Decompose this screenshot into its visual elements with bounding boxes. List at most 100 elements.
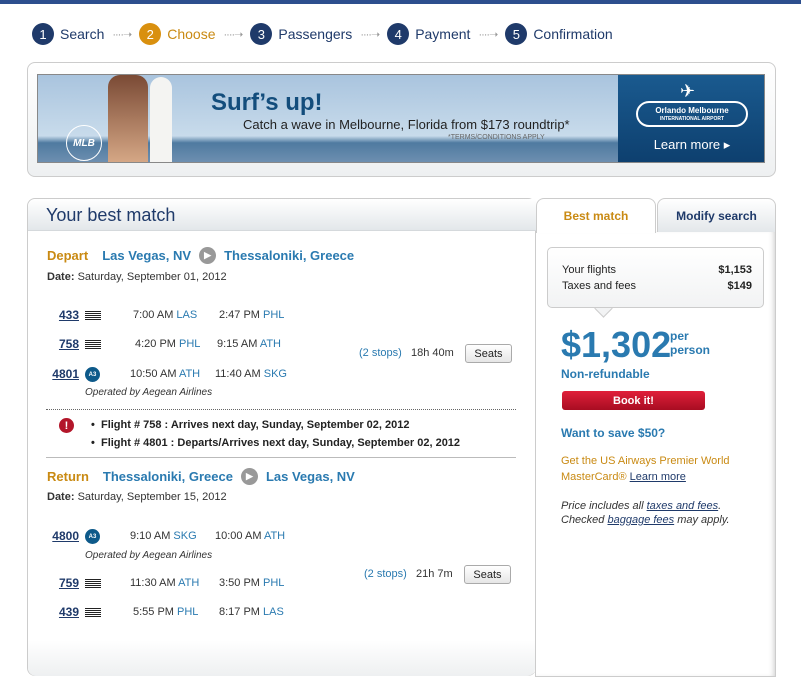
step-confirmation: 5 Confirmation — [505, 23, 613, 45]
value: $149 — [727, 280, 752, 292]
step-label: Payment — [415, 26, 471, 42]
seats-button[interactable]: Seats — [464, 565, 511, 584]
divider — [46, 409, 516, 410]
flight-number-link[interactable]: 439 — [58, 605, 79, 619]
per-text: per — [670, 329, 689, 343]
departure-time: 7:00 AM LAS — [133, 309, 197, 321]
note-text: may apply. — [674, 514, 730, 526]
learn-more-link[interactable]: Learn more ▸ — [653, 137, 731, 152]
airport-logo-panel[interactable]: ✈ Orlando Melbourne INTERNATIONAL AIRPORT… — [618, 75, 764, 162]
credit-card-promo: Get the US Airways Premier World MasterC… — [561, 453, 761, 485]
tab-best-match[interactable]: Best match — [536, 198, 656, 233]
banner-terms: *TERMS/CONDITIONS APPLY — [448, 134, 545, 141]
departure-time: 5:55 PM PHL — [133, 606, 198, 618]
time: 9:15 AM — [217, 338, 258, 350]
dotted-arrow-icon: ····➝ — [223, 28, 244, 41]
arrival-time: 9:15 AM ATH — [217, 338, 281, 350]
date-value: Saturday, September 01, 2012 — [74, 271, 227, 283]
departure-time: 4:20 PM PHL — [135, 338, 200, 350]
origin-city: Thessaloniki, Greece — [102, 469, 233, 484]
dotted-arrow-icon: ····➝ — [112, 28, 132, 41]
seats-button[interactable]: Seats — [465, 344, 512, 363]
trip-duration: 21h 7m — [416, 568, 453, 580]
surfboard-image — [150, 77, 172, 162]
time: 2:47 PM — [219, 309, 260, 321]
operated-by: Operated by Aegean Airlines — [85, 387, 213, 398]
flight-number-link[interactable]: 4800 — [52, 529, 79, 543]
taxes-fees-link[interactable]: taxes and fees — [646, 500, 719, 512]
departure-time: 11:30 AM ATH — [130, 577, 199, 589]
airplane-icon: ✈ — [680, 81, 696, 101]
flight-number-link[interactable]: 433 — [58, 308, 79, 322]
airport-code: ATH — [178, 577, 200, 589]
arrival-time: 2:47 PM PHL — [219, 309, 284, 321]
airport-code: PHL — [263, 309, 285, 321]
warning-text: Flight # 4801 : Departs/Arrives next day… — [100, 437, 461, 449]
alert-icon: ! — [59, 418, 74, 433]
time: 8:17 PM — [219, 606, 260, 618]
step-search: 1 Search — [32, 23, 104, 45]
arrow-right-icon: ▶ — [199, 247, 217, 264]
flights-price-row: Your flights $1,153 — [562, 264, 752, 276]
us-airways-flag-icon — [85, 311, 101, 321]
flight-number-link[interactable]: 758 — [58, 337, 79, 351]
taxes-price-row: Taxes and fees $149 — [562, 280, 752, 292]
date-label: Date: — [47, 491, 75, 503]
step-number: 3 — [250, 23, 273, 45]
label: Taxes and fees — [562, 280, 636, 292]
airport-code: ATH — [259, 338, 281, 350]
price-sidebar — [535, 231, 776, 677]
depart-date: Date: Saturday, September 01, 2012 — [47, 271, 227, 283]
top-bar — [0, 0, 801, 4]
trip-duration: 18h 40m — [411, 347, 454, 359]
flight-number-link[interactable]: 4801 — [52, 367, 79, 381]
destination-city: Thessaloniki, Greece — [224, 248, 355, 263]
stops-link[interactable]: (2 stops) — [364, 568, 407, 580]
time: 10:50 AM — [130, 368, 177, 380]
stops-link[interactable]: (2 stops) — [359, 347, 402, 359]
value: $1,153 — [718, 264, 752, 276]
origin-city: Las Vegas, NV — [102, 248, 192, 263]
per-person: per person — [670, 329, 710, 357]
step-number: 5 — [505, 23, 528, 45]
note-text: . — [718, 500, 722, 512]
airport-code: ATH — [263, 530, 286, 542]
page-title: Your best match — [46, 205, 176, 225]
banner-text: Catch a wave in Melbourne, Florida from … — [243, 117, 570, 132]
time: 9:10 AM — [130, 530, 171, 542]
us-airways-flag-icon — [85, 340, 101, 350]
warning-text: Flight # 758 : Arrives next day, Sunday,… — [100, 419, 410, 431]
step-label: Passengers — [278, 26, 353, 42]
warning-item: • Flight # 758 : Arrives next day, Sunda… — [91, 419, 410, 431]
results-panel — [27, 198, 536, 676]
depart-label: Depart — [47, 248, 89, 263]
date-label: Date: — [47, 271, 75, 283]
step-choose: 2 Choose — [139, 23, 216, 45]
surfer-image — [108, 75, 148, 162]
time: 10:00 AM — [215, 530, 262, 542]
dotted-arrow-icon: ····➝ — [360, 28, 380, 41]
baggage-fees-link[interactable]: baggage fees — [607, 514, 675, 526]
ad-banner[interactable]: MLB Surf’s up! Catch a wave in Melbourne… — [37, 74, 765, 163]
time: 7:00 AM — [133, 309, 174, 321]
flight-number-link[interactable]: 759 — [58, 576, 79, 590]
step-label: Choose — [167, 26, 216, 42]
aegean-a3-icon: A3 — [85, 367, 100, 382]
arrival-time: 11:40 AM SKG — [215, 368, 287, 380]
time: 5:55 PM — [133, 606, 174, 618]
step-passengers: 3 Passengers — [250, 23, 352, 45]
airport-code: LAS — [263, 606, 284, 618]
book-button[interactable]: Book it! — [562, 391, 705, 410]
arrival-time: 8:17 PM LAS — [219, 606, 284, 618]
time: 4:20 PM — [135, 338, 176, 350]
us-airways-flag-icon — [85, 608, 101, 618]
learn-more-link[interactable]: Learn more — [629, 471, 686, 483]
save-offer-heading: Want to save $50? — [561, 426, 666, 440]
note-text: Price includes all — [561, 500, 647, 512]
mlb-logo: MLB — [66, 125, 102, 161]
airport-name: Orlando Melbourne — [655, 106, 729, 115]
tab-modify-search[interactable]: Modify search — [657, 198, 776, 232]
promo-text: Get the US Airways Premier World MasterC… — [561, 455, 730, 483]
divider — [46, 457, 516, 458]
step-label: Search — [60, 26, 105, 42]
